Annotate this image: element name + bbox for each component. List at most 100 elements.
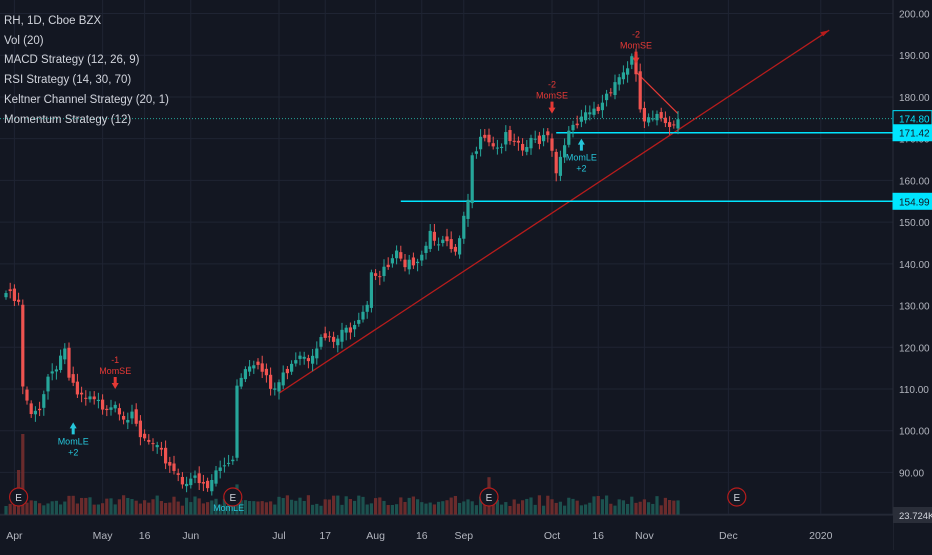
candle (655, 113, 659, 121)
price-tick-label: 130.00 (899, 302, 930, 313)
volume-bar (525, 498, 529, 515)
candle (504, 132, 508, 145)
volume-bar (54, 500, 58, 515)
volume-bar (437, 501, 441, 515)
volume-bar (529, 497, 533, 515)
volume-bar (92, 504, 96, 515)
volume-bar (151, 499, 155, 515)
volume-bar (483, 498, 487, 515)
time-tick-label: Oct (544, 530, 560, 542)
candle (634, 54, 638, 75)
candle (676, 119, 680, 129)
candle (29, 403, 33, 415)
candle (319, 337, 323, 347)
candle (630, 56, 634, 65)
volume-bar (537, 495, 541, 515)
candle (399, 252, 403, 259)
candle (382, 266, 386, 277)
candle (500, 146, 504, 148)
candle (311, 355, 315, 364)
candle (306, 358, 310, 362)
volume-bar (84, 497, 88, 515)
candle (218, 467, 222, 471)
candle (189, 478, 193, 486)
price-axis[interactable]: 80.0090.00100.00110.00120.00130.00140.00… (892, 0, 932, 550)
time-tick-label: 16 (416, 530, 428, 542)
candle (605, 93, 609, 101)
price-tick-label: 150.00 (899, 218, 930, 229)
candle (596, 106, 600, 111)
legend-indicator-macd[interactable]: MACD Strategy (12, 26, 9) (4, 54, 140, 67)
signal-arrow-up (577, 138, 585, 151)
volume-bar (21, 434, 25, 515)
candle (353, 324, 357, 330)
candle (458, 238, 462, 255)
candle (617, 77, 621, 85)
candle (210, 480, 214, 492)
candle (369, 272, 373, 308)
candle (75, 381, 79, 395)
candle (533, 138, 537, 140)
candle (88, 396, 92, 400)
earnings-label: E (229, 493, 236, 504)
volume-bar (147, 502, 151, 515)
volume-bar (214, 498, 218, 515)
candle (273, 388, 277, 390)
volume-bar (512, 499, 516, 515)
time-tick-label: May (93, 530, 114, 542)
time-tick-label: 2020 (809, 530, 833, 542)
candle (483, 134, 487, 138)
volume-bar (395, 504, 399, 515)
candle (117, 408, 121, 415)
signal-label: MomSE (99, 366, 131, 376)
volume-bar (29, 500, 33, 515)
volume-bar (500, 504, 504, 515)
earnings-icon (9, 487, 29, 507)
candle (185, 483, 189, 487)
earnings-label: E (733, 493, 740, 504)
time-tick-label: Dec (719, 530, 738, 542)
volume-bar (327, 499, 331, 515)
volume-bar (340, 504, 344, 515)
candle (122, 415, 126, 420)
volume-bar (659, 505, 663, 515)
legend-indicator-rsi[interactable]: RSI Strategy (14, 30, 70) (4, 74, 132, 87)
legend-indicator-momentum[interactable]: Momentum Strategy (12) (4, 113, 132, 126)
candle (571, 124, 575, 131)
volume-bar (260, 501, 264, 515)
legend-symbol[interactable]: RH, 1D, Cboe BZX (4, 15, 102, 27)
candle (344, 327, 348, 333)
candle (542, 134, 546, 142)
price-tick-label: 100.00 (899, 427, 930, 438)
volume-bar (134, 500, 138, 515)
candle (495, 147, 499, 149)
volume-bar (113, 504, 117, 515)
volume-bar (638, 501, 642, 515)
earnings-label: E (486, 493, 493, 504)
candle (348, 327, 352, 333)
volume-bar (357, 495, 361, 515)
candle (176, 473, 180, 475)
volume-bar (138, 503, 142, 515)
candle (193, 475, 197, 478)
volume-bar (306, 495, 310, 515)
volume-bar (663, 497, 667, 515)
candle (54, 369, 58, 372)
volume-bar (210, 500, 214, 515)
candle (424, 245, 428, 253)
legend-indicator-keltner[interactable]: Keltner Channel Strategy (20, 1) (4, 93, 169, 106)
time-tick-label: Jun (182, 530, 199, 542)
volume-bar (88, 497, 92, 515)
volume-bar (164, 502, 168, 515)
candle (92, 396, 96, 400)
volume-bar (189, 502, 193, 515)
volume-bars (4, 434, 680, 515)
time-axis[interactable]: Apr May 16 Jun Jul 17 Aug 16 Sep Oct 16 Nov Dec 2020 (0, 514, 893, 550)
legend-indicator-volume[interactable]: Vol (20) (4, 34, 44, 47)
candle (529, 137, 533, 149)
volume-bar (63, 501, 67, 515)
drawings[interactable] (0, 29, 893, 394)
